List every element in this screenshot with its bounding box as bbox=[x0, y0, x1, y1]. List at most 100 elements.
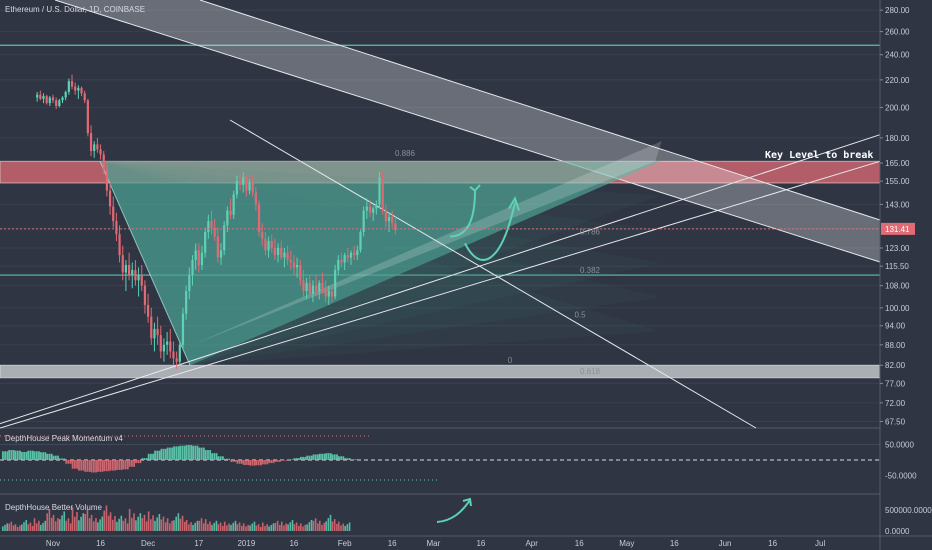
momentum-bar bbox=[289, 459, 292, 460]
candle bbox=[372, 208, 375, 213]
candle bbox=[359, 231, 362, 251]
candle bbox=[194, 250, 197, 260]
momentum-title: DepthHouse Peak Momentum v4 bbox=[5, 434, 123, 443]
candle bbox=[86, 100, 89, 134]
momentum-bar bbox=[54, 455, 57, 460]
price-axis[interactable]: 280.00 260.00 240.00 220.00 200.00 180.00 165.… bbox=[879, 0, 932, 550]
volume-bar bbox=[181, 515, 184, 531]
volume-bar bbox=[240, 525, 243, 531]
chart-title: Ethereum / U.S. Dollar, 1D, COINBASE bbox=[5, 5, 145, 14]
y-tick-label: 240.00 bbox=[885, 51, 910, 60]
momentum-bar bbox=[232, 460, 235, 462]
momentum-bar bbox=[234, 460, 237, 462]
momentum-pane: 50.0000 -50.0000 bbox=[0, 435, 917, 481]
momentum-bar bbox=[99, 460, 102, 472]
candle bbox=[121, 255, 124, 273]
momentum-bar bbox=[38, 451, 40, 460]
momentum-bar bbox=[312, 454, 315, 460]
momentum-bar bbox=[251, 460, 254, 466]
projection-arrow-1 bbox=[449, 190, 476, 238]
volume-bar bbox=[215, 520, 218, 531]
volume-bar bbox=[344, 525, 346, 531]
volume-bar bbox=[97, 522, 99, 531]
volume-bar bbox=[238, 522, 241, 531]
momentum-bar bbox=[319, 453, 321, 460]
candle bbox=[245, 177, 248, 191]
volume-bar bbox=[65, 520, 67, 531]
x-tick-label: Dec bbox=[141, 539, 155, 548]
momentum-bar bbox=[280, 460, 283, 461]
candle bbox=[356, 250, 359, 256]
momentum-bar bbox=[133, 460, 135, 467]
volume-bar bbox=[71, 507, 74, 531]
fib-label: 0.618 bbox=[580, 367, 601, 376]
momentum-bar bbox=[16, 450, 19, 460]
candle bbox=[381, 177, 384, 211]
volume-bar bbox=[124, 518, 127, 531]
momentum-bar bbox=[270, 460, 273, 464]
momentum-bar bbox=[8, 450, 11, 460]
candle bbox=[74, 86, 77, 91]
volume-bar bbox=[272, 523, 275, 531]
volume-bar bbox=[298, 525, 300, 531]
volume-bar bbox=[160, 519, 163, 531]
volume-bar bbox=[12, 525, 15, 531]
momentum-bar bbox=[21, 451, 23, 460]
volume-bar bbox=[223, 521, 226, 531]
candle bbox=[80, 87, 83, 94]
volume-bar bbox=[236, 524, 239, 531]
volume-bar bbox=[333, 519, 336, 531]
candle bbox=[143, 285, 147, 305]
volume-title: DepthHouse Better Volume bbox=[5, 503, 102, 512]
volume-bar bbox=[306, 524, 308, 531]
candle bbox=[89, 133, 93, 152]
momentum-bar bbox=[25, 451, 28, 460]
momentum-bar bbox=[287, 459, 290, 460]
fib-fan-band bbox=[100, 161, 660, 366]
volume-bar bbox=[261, 522, 264, 531]
channel-upper-line bbox=[199, 0, 881, 221]
momentum-bar bbox=[29, 450, 32, 460]
momentum-bar bbox=[240, 460, 243, 464]
candle bbox=[334, 269, 337, 297]
candle bbox=[368, 206, 372, 213]
volume-bar bbox=[67, 518, 70, 531]
momentum-bar bbox=[342, 456, 345, 460]
momentum-bar bbox=[173, 446, 175, 460]
momentum-bar bbox=[314, 454, 317, 460]
volume-bar bbox=[59, 519, 61, 531]
momentum-bar bbox=[299, 456, 302, 460]
momentum-bar bbox=[169, 447, 171, 460]
candle bbox=[384, 210, 387, 222]
candle bbox=[261, 231, 264, 239]
momentum-bar bbox=[48, 453, 51, 460]
volume-bar bbox=[116, 521, 118, 531]
momentum-bar bbox=[228, 458, 231, 460]
fan-edge bbox=[99, 161, 191, 366]
volume-bar bbox=[139, 513, 142, 531]
volume-bar bbox=[175, 516, 177, 531]
candle bbox=[315, 285, 318, 292]
candle bbox=[191, 259, 194, 276]
candle bbox=[353, 252, 356, 256]
momentum-bar bbox=[162, 448, 165, 460]
volume-bar bbox=[179, 518, 182, 531]
candle bbox=[394, 223, 397, 230]
fib-fan-band bbox=[100, 161, 660, 366]
volume-bar bbox=[23, 522, 25, 531]
candle bbox=[283, 252, 286, 258]
candle bbox=[48, 97, 51, 104]
candle bbox=[162, 344, 166, 352]
volume-bar bbox=[266, 524, 268, 531]
momentum-bar bbox=[33, 451, 36, 460]
candle bbox=[308, 282, 311, 294]
time-axis[interactable]: Nov 16 Dec 17 2019 16 Feb 16 Mar 16 Apr 16 May 16 Jun 1… bbox=[0, 535, 932, 548]
y-tick-label: 123.00 bbox=[885, 244, 910, 253]
fib-label: 0.886 bbox=[395, 149, 416, 158]
volume-bar bbox=[82, 513, 85, 531]
momentum-bar bbox=[44, 452, 47, 460]
volume-bar bbox=[50, 517, 53, 531]
y-tick-label: 155.00 bbox=[885, 177, 910, 186]
volume-tick-label: 500000.0000 bbox=[885, 506, 932, 515]
